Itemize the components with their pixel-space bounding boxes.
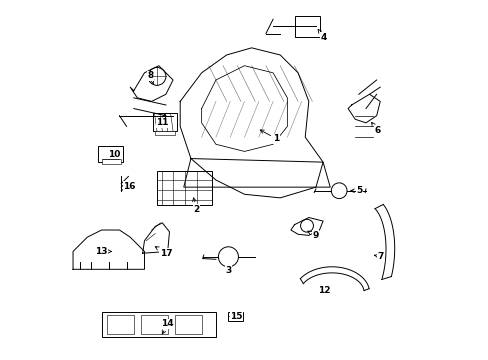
Text: 15: 15	[230, 312, 243, 321]
Bar	[175, 315, 201, 334]
Text: 11: 11	[156, 114, 168, 127]
Bar	[294, 16, 319, 37]
Bar	[153, 113, 176, 131]
Text: 5: 5	[350, 186, 362, 195]
Text: 7: 7	[374, 252, 384, 261]
Text: 12: 12	[317, 286, 329, 295]
Text: 6: 6	[371, 122, 380, 135]
Bar	[227, 312, 242, 321]
Text: 8: 8	[147, 71, 154, 84]
Bar	[102, 158, 121, 164]
Text: 17: 17	[155, 247, 172, 258]
Text: 4: 4	[318, 30, 326, 42]
Text: 14: 14	[161, 319, 174, 334]
Bar	[98, 146, 123, 162]
Bar	[155, 131, 175, 135]
Text: 3: 3	[225, 266, 231, 275]
Bar	[102, 312, 216, 337]
Bar	[107, 315, 134, 334]
Text: 10: 10	[108, 150, 120, 159]
Text: 16: 16	[123, 182, 136, 191]
Bar	[141, 315, 167, 334]
Text: 9: 9	[307, 231, 318, 240]
Bar	[157, 171, 212, 205]
Text: 13: 13	[95, 247, 111, 256]
Text: 2: 2	[192, 198, 199, 214]
Text: 1: 1	[260, 130, 279, 143]
